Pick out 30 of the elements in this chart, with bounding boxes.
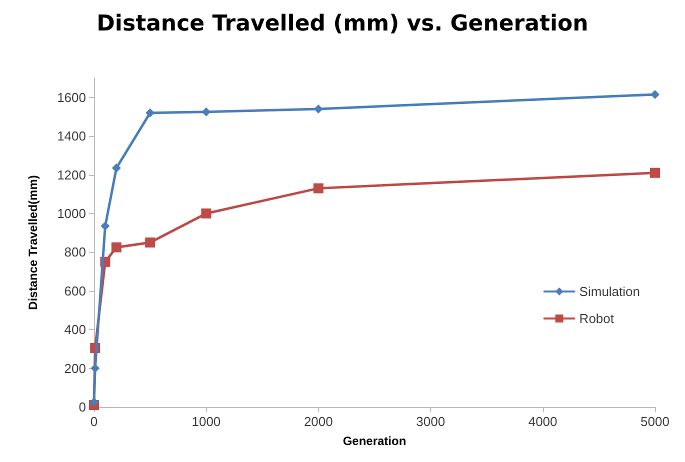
y-tick-label: 400 bbox=[64, 322, 86, 338]
point bbox=[650, 168, 660, 178]
legend-label: Simulation bbox=[579, 284, 640, 299]
point bbox=[100, 222, 110, 231]
point bbox=[145, 238, 156, 248]
y-tick-label: 1400 bbox=[57, 128, 86, 144]
y-tick-label: 600 bbox=[64, 283, 86, 298]
point bbox=[201, 208, 212, 218]
y-tick-label: 0 bbox=[78, 400, 86, 414]
y-tick-label: 800 bbox=[64, 244, 86, 260]
y-axis-title: Distance Travelled(mm) bbox=[26, 175, 40, 310]
point bbox=[90, 364, 100, 373]
x-tick-label: 2000 bbox=[304, 414, 333, 429]
point bbox=[650, 90, 660, 99]
point bbox=[112, 163, 121, 172]
y-tick-label: 1000 bbox=[57, 206, 86, 221]
point bbox=[313, 183, 324, 194]
chart-title: Distance Travelled (mm) vs. Generation bbox=[96, 12, 588, 36]
x-tick-label: 3000 bbox=[416, 414, 446, 429]
x-tick-label: 4000 bbox=[528, 414, 558, 429]
point bbox=[90, 398, 98, 407]
legend-label: Robot bbox=[579, 311, 614, 326]
x-axis-title: Generation bbox=[342, 434, 406, 448]
y-tick-label: 200 bbox=[64, 360, 86, 376]
y-tick-label: 1600 bbox=[57, 90, 86, 105]
x-tick-label: 5000 bbox=[640, 414, 670, 429]
point bbox=[111, 242, 122, 252]
x-tick-label: 1000 bbox=[192, 414, 221, 429]
y-tick-label: 1200 bbox=[57, 167, 86, 182]
x-tick-label: 0 bbox=[90, 414, 98, 429]
